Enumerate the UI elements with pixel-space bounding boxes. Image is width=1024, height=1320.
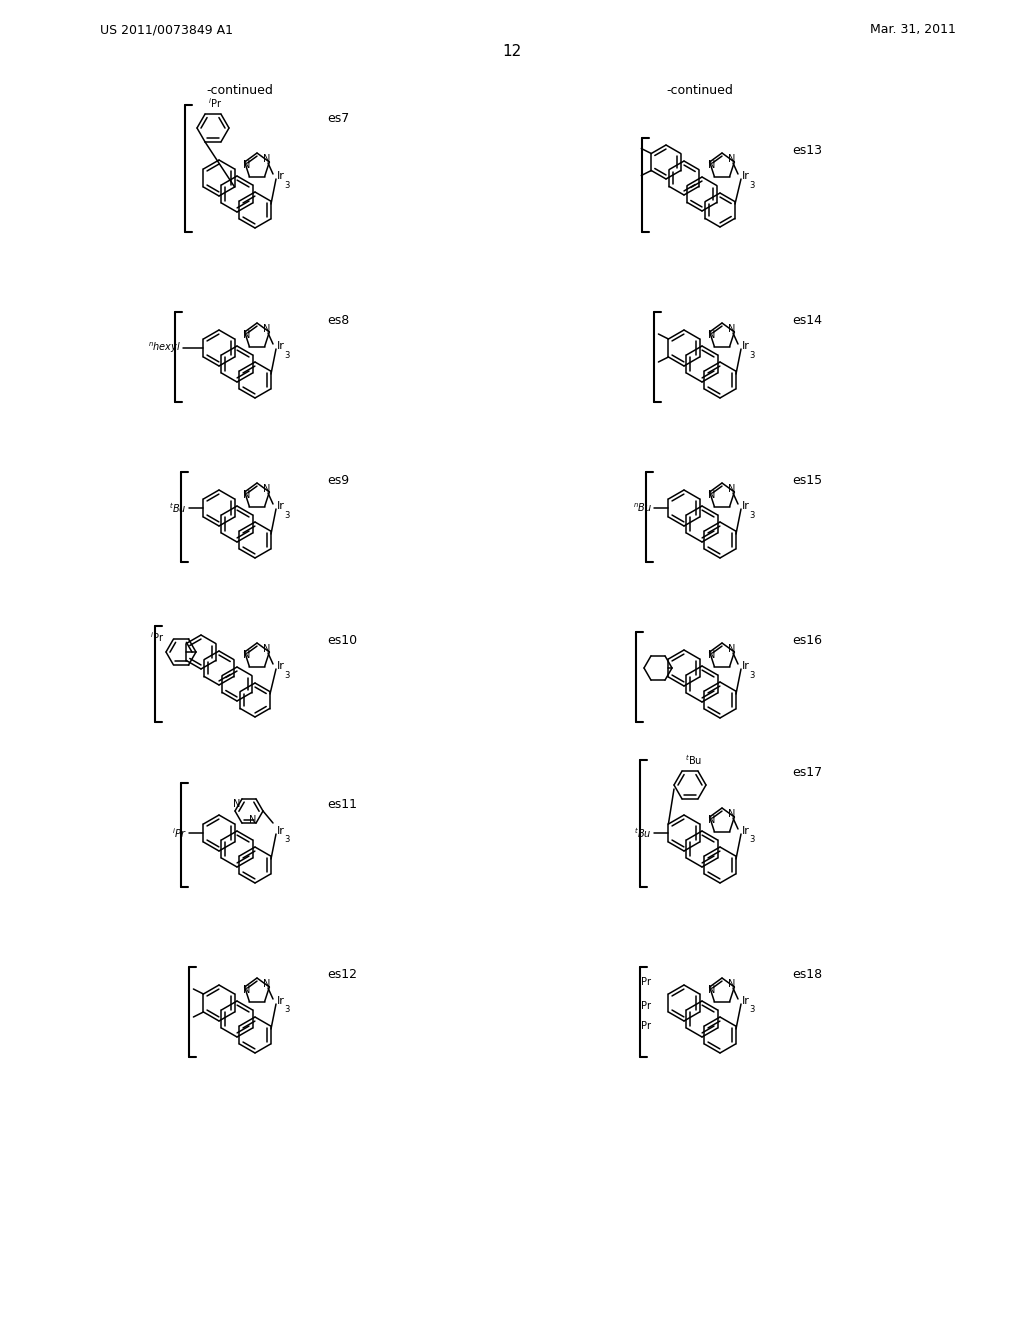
Text: N: N xyxy=(244,490,251,500)
Text: 3: 3 xyxy=(750,181,755,190)
Text: 3: 3 xyxy=(750,1006,755,1015)
Text: Ir: Ir xyxy=(742,502,750,511)
Text: N: N xyxy=(728,484,735,494)
Text: 3: 3 xyxy=(750,671,755,680)
Text: N: N xyxy=(709,160,716,170)
Text: Ir: Ir xyxy=(742,826,750,836)
Text: 12: 12 xyxy=(503,45,521,59)
Text: Ir: Ir xyxy=(278,172,285,181)
Text: Ir: Ir xyxy=(742,997,750,1006)
Text: N: N xyxy=(709,649,716,660)
Text: es10: es10 xyxy=(327,634,357,647)
Text: N: N xyxy=(263,154,270,164)
Text: $^{t}$Bu: $^{t}$Bu xyxy=(170,502,187,515)
Text: N: N xyxy=(709,985,716,995)
Text: -continued: -continued xyxy=(207,83,273,96)
Text: N: N xyxy=(244,330,251,341)
Text: N: N xyxy=(709,330,716,341)
Text: Ir: Ir xyxy=(278,826,285,836)
Text: 3: 3 xyxy=(750,511,755,520)
Text: N: N xyxy=(728,809,735,818)
Text: es18: es18 xyxy=(792,969,822,982)
Text: Ir: Ir xyxy=(742,661,750,671)
Text: $^{i}$Pr: $^{i}$Pr xyxy=(172,826,187,840)
Text: N: N xyxy=(709,814,716,825)
Text: Ir: Ir xyxy=(278,502,285,511)
Text: N: N xyxy=(244,160,251,170)
Text: N: N xyxy=(709,490,716,500)
Text: $^{i}$Pr: $^{i}$Pr xyxy=(208,96,222,110)
Text: N: N xyxy=(249,814,257,825)
Text: 3: 3 xyxy=(285,836,290,845)
Text: $^{n}$hexyl: $^{n}$hexyl xyxy=(147,341,181,355)
Text: N: N xyxy=(263,979,270,989)
Text: -continued: -continued xyxy=(667,83,733,96)
Text: N: N xyxy=(728,323,735,334)
Text: US 2011/0073849 A1: US 2011/0073849 A1 xyxy=(100,24,233,37)
Text: Ir: Ir xyxy=(742,172,750,181)
Text: es15: es15 xyxy=(792,474,822,487)
Text: N: N xyxy=(728,644,735,653)
Text: N: N xyxy=(728,154,735,164)
Text: $^{i}$Pr: $^{i}$Pr xyxy=(638,1018,652,1032)
Text: es7: es7 xyxy=(327,111,349,124)
Text: N: N xyxy=(244,985,251,995)
Text: $^{i}$Pr: $^{i}$Pr xyxy=(638,998,652,1012)
Text: es13: es13 xyxy=(792,144,822,157)
Text: es17: es17 xyxy=(792,767,822,780)
Text: N: N xyxy=(263,644,270,653)
Text: $^{n}$Bu: $^{n}$Bu xyxy=(633,502,652,515)
Text: Ir: Ir xyxy=(278,997,285,1006)
Text: 3: 3 xyxy=(285,511,290,520)
Text: es11: es11 xyxy=(327,799,357,812)
Text: N: N xyxy=(263,484,270,494)
Text: Ir: Ir xyxy=(278,661,285,671)
Text: $^{i}$Pr: $^{i}$Pr xyxy=(638,974,652,987)
Text: 3: 3 xyxy=(285,1006,290,1015)
Text: $^{i}$Pr: $^{i}$Pr xyxy=(150,630,164,644)
Text: Ir: Ir xyxy=(742,341,750,351)
Text: es8: es8 xyxy=(327,314,349,326)
Text: es16: es16 xyxy=(792,634,822,647)
Text: N: N xyxy=(263,323,270,334)
Text: 3: 3 xyxy=(750,836,755,845)
Text: $^{t}$Bu: $^{t}$Bu xyxy=(635,826,652,840)
Text: es12: es12 xyxy=(327,969,357,982)
Text: N: N xyxy=(728,979,735,989)
Text: 3: 3 xyxy=(750,351,755,359)
Text: es9: es9 xyxy=(327,474,349,487)
Text: es14: es14 xyxy=(792,314,822,326)
Text: 3: 3 xyxy=(285,181,290,190)
Text: N: N xyxy=(244,649,251,660)
Text: Mar. 31, 2011: Mar. 31, 2011 xyxy=(870,24,955,37)
Text: 3: 3 xyxy=(285,671,290,680)
Text: N: N xyxy=(233,799,241,809)
Text: $^{t}$Bu: $^{t}$Bu xyxy=(685,754,702,767)
Text: Ir: Ir xyxy=(278,341,285,351)
Text: 3: 3 xyxy=(285,351,290,359)
